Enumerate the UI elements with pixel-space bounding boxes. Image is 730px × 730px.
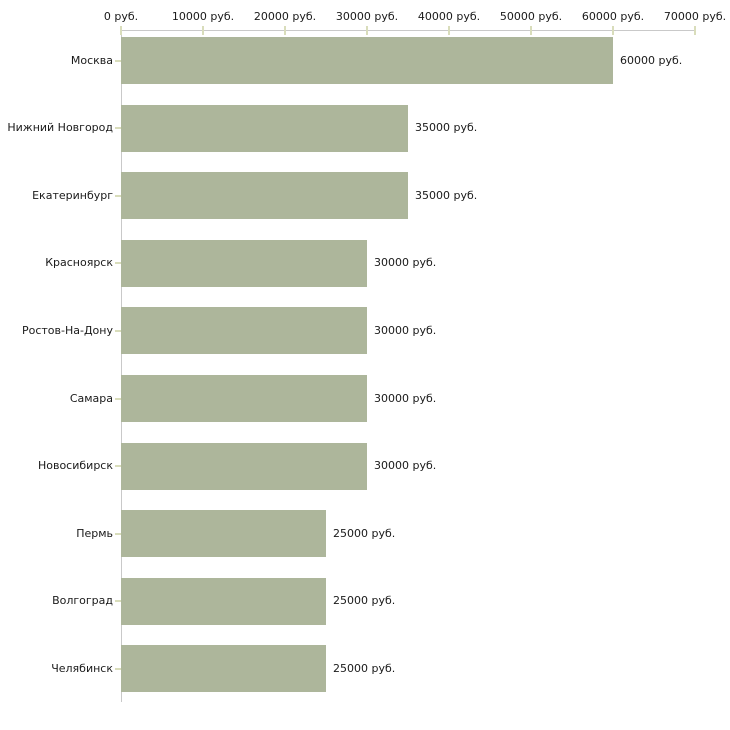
y-axis-tick — [115, 533, 121, 535]
category-label: Ростов-На-Дону — [21, 324, 113, 337]
y-axis-line — [121, 30, 122, 702]
bar — [121, 443, 367, 490]
value-label: 30000 руб. — [374, 256, 437, 269]
x-axis-tick — [120, 26, 122, 35]
x-axis-tick-label: 40000 руб. — [417, 10, 481, 23]
category-label: Красноярск — [45, 256, 113, 269]
category-label: Новосибирск — [37, 459, 113, 472]
y-axis-tick — [115, 195, 121, 197]
bar — [121, 105, 408, 152]
x-axis-tick-label: 60000 руб. — [581, 10, 645, 23]
x-axis-tick-label: 10000 руб. — [171, 10, 235, 23]
value-label: 25000 руб. — [333, 594, 396, 607]
value-label: 25000 руб. — [333, 527, 396, 540]
x-axis-tick-label: 70000 руб. — [663, 10, 727, 23]
x-axis-tick-label: 50000 руб. — [499, 10, 563, 23]
x-axis-line — [121, 30, 695, 31]
category-label: Екатеринбург — [32, 189, 113, 202]
value-label: 35000 руб. — [415, 189, 478, 202]
y-axis-tick — [115, 330, 121, 332]
category-label: Нижний Новгород — [7, 121, 113, 134]
x-axis-tick — [612, 26, 614, 35]
value-label: 25000 руб. — [333, 662, 396, 675]
value-label: 35000 руб. — [415, 121, 478, 134]
x-axis-tick — [448, 26, 450, 35]
category-label: Волгоград — [52, 594, 113, 607]
y-axis-tick — [115, 262, 121, 264]
x-axis-tick — [202, 26, 204, 35]
x-axis-tick-label: 30000 руб. — [335, 10, 399, 23]
bar — [121, 172, 408, 219]
category-label: Самара — [69, 392, 113, 405]
bar — [121, 240, 367, 287]
bar — [121, 578, 326, 625]
value-label: 30000 руб. — [374, 324, 437, 337]
category-label: Челябинск — [51, 662, 113, 675]
y-axis-tick — [115, 127, 121, 129]
value-label: 30000 руб. — [374, 392, 437, 405]
x-axis-tick — [284, 26, 286, 35]
x-axis-tick — [366, 26, 368, 35]
y-axis-tick — [115, 465, 121, 467]
value-label: 30000 руб. — [374, 459, 437, 472]
bar — [121, 375, 367, 422]
bar — [121, 307, 367, 354]
category-label: Москва — [70, 54, 113, 67]
value-label: 60000 руб. — [620, 54, 683, 67]
category-label: Пермь — [76, 527, 113, 540]
bar — [121, 645, 326, 692]
x-axis-tick-label: 20000 руб. — [253, 10, 317, 23]
x-axis-tick-label: 0 руб. — [103, 10, 139, 23]
x-axis-tick — [530, 26, 532, 35]
y-axis-tick — [115, 600, 121, 602]
bar — [121, 37, 613, 84]
y-axis-tick — [115, 668, 121, 670]
y-axis-tick — [115, 398, 121, 400]
y-axis-tick — [115, 60, 121, 62]
bar — [121, 510, 326, 557]
x-axis-tick — [694, 26, 696, 35]
